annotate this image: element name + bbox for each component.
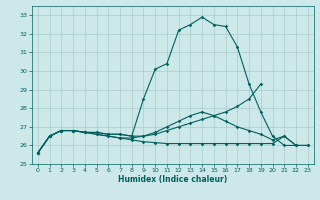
X-axis label: Humidex (Indice chaleur): Humidex (Indice chaleur) [118, 175, 228, 184]
